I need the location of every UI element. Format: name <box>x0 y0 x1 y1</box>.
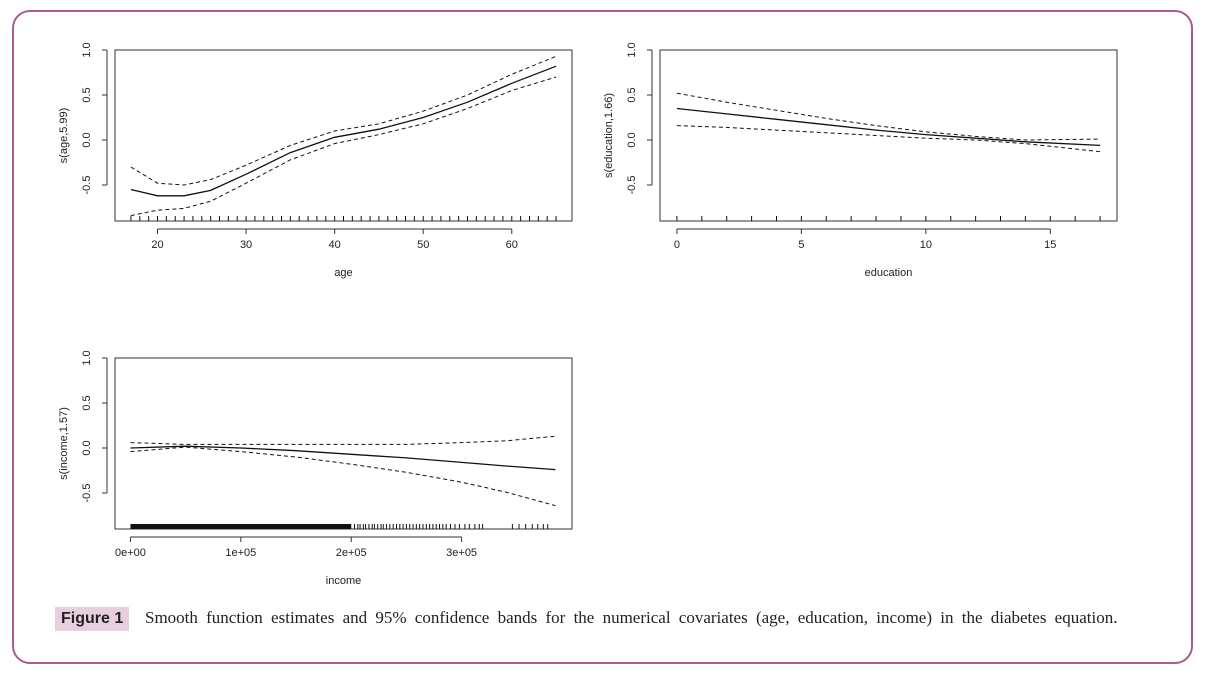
y-axis-title: s(education,1.66) <box>603 93 615 178</box>
x-tick-label: 40 <box>329 239 341 251</box>
x-tick-label: 2e+05 <box>336 547 367 559</box>
y-tick-label: 0.5 <box>81 395 93 410</box>
y-tick-label: 0.5 <box>81 87 93 102</box>
rug-dense-band <box>130 524 352 529</box>
education-smooth-plot: 0 5 10 15 -0.5 0.0 0.5 1.0 education s(education,… <box>603 42 1118 279</box>
plot-box <box>659 49 1118 222</box>
figure-frame <box>12 10 1193 664</box>
x-tick-label: 60 <box>506 239 518 251</box>
x-tick-label: 5 <box>798 239 804 251</box>
estimate-line <box>130 445 556 471</box>
caption-text: Smooth function estimates and 95% confid… <box>145 608 1118 627</box>
y-tick-label: 0.0 <box>81 440 93 455</box>
x-axis-title: income <box>326 575 361 587</box>
x-tick-label: 0e+00 <box>115 547 146 559</box>
upper-band-line <box>130 435 556 445</box>
plot-box <box>114 357 573 530</box>
upper-band-line <box>130 55 557 186</box>
x-tick-label: 10 <box>920 239 932 251</box>
y-axis-title: s(age,5.99) <box>58 108 70 164</box>
upper-band-line <box>676 92 1101 141</box>
estimate-line <box>130 65 557 197</box>
x-tick-label: 1e+05 <box>225 547 256 559</box>
lower-band-line <box>676 125 1101 153</box>
y-tick-label: -0.5 <box>81 484 93 503</box>
y-tick-label: 0.5 <box>626 87 638 102</box>
income-smooth-plot: 0e+00 1e+05 2e+05 3e+05 -0.5 0.0 0.5 1.0 income s… <box>58 350 573 587</box>
y-tick-label: 0.0 <box>626 132 638 147</box>
lower-band-line <box>130 446 556 507</box>
y-tick-label: 1.0 <box>626 42 638 57</box>
x-tick-label: 20 <box>151 239 163 251</box>
y-axis-title: s(income,1.57) <box>58 407 70 480</box>
x-tick-label: 3e+05 <box>446 547 477 559</box>
x-tick-label: 0 <box>674 239 680 251</box>
age-smooth-plot: 20 30 40 50 60 -0.5 0.0 0.5 1.0 age s(age,5.99) <box>58 42 573 279</box>
x-axis-title: education <box>865 267 913 279</box>
y-tick-label: 1.0 <box>81 42 93 57</box>
x-tick-label: 50 <box>417 239 429 251</box>
y-tick-label: 0.0 <box>81 132 93 147</box>
figure-label: Figure 1 <box>55 607 130 631</box>
lower-band-line <box>130 76 557 217</box>
y-tick-label: 1.0 <box>81 350 93 365</box>
estimate-line <box>676 107 1101 147</box>
x-tick-label: 15 <box>1044 239 1056 251</box>
y-tick-label: -0.5 <box>81 176 93 195</box>
x-tick-label: 30 <box>240 239 252 251</box>
y-tick-label: -0.5 <box>626 176 638 195</box>
x-axis-title: age <box>334 267 352 279</box>
